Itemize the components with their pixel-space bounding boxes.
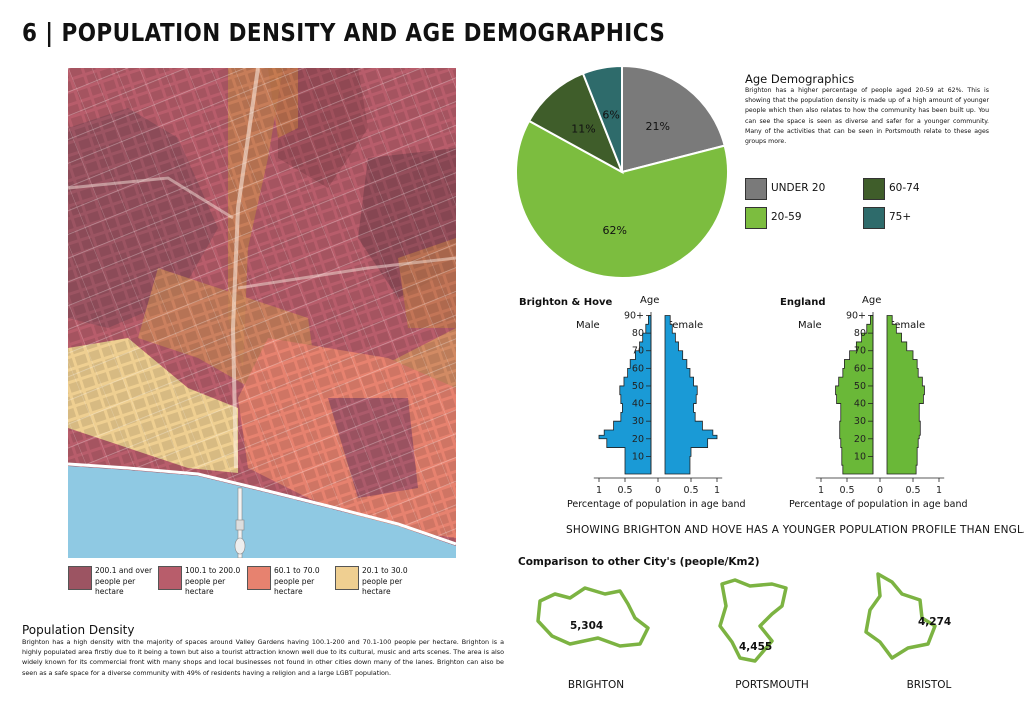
pyramid-female-label-brighton: Female [667, 320, 704, 331]
pyramid-caption: SHOWING BRIGHTON AND HOVE HAS A YOUNGER … [566, 524, 1024, 536]
bristol-outline [864, 572, 937, 660]
city-name-bristol: BRISTOL [906, 679, 952, 691]
pyramid-chart-england: 10 20 30 40 50 60 70 80 90+ 1 0.5 0 0.5 1 [815, 311, 945, 496]
city-value-bristol: 4,274 [918, 616, 952, 628]
brighton-outline [536, 586, 650, 648]
pie-legend-swatch [745, 207, 767, 229]
pie-slice-label: 6% [602, 109, 619, 122]
pyramid-x-tick: 1 [818, 485, 824, 496]
pyramid-age-tick: 70 [632, 346, 644, 357]
pie-slice-20-59 [515, 119, 729, 279]
comparison-title: Comparison to other City's (people/Km2) [518, 556, 760, 568]
pyramid-x-tick: 0.5 [839, 485, 854, 496]
density-map [68, 68, 456, 558]
pie-legend-label: 20-59 [771, 211, 802, 223]
pyramid-male-label-england: Male [798, 320, 822, 331]
pyramid-age-tick: 60 [632, 363, 644, 374]
pyramid-age-tick: 40 [632, 399, 644, 410]
pyramid-age-tick: 80 [854, 328, 866, 339]
legend-swatch [68, 566, 92, 590]
age-demographics-text: Brighton has a higher percentage of peop… [745, 87, 989, 146]
legend-label: 60.1 to 70.0 people per hectare [274, 566, 320, 596]
pyramid-xlabel-england: Percentage of population in age band [789, 499, 968, 510]
age-pie-chart: 21% 62% 11% 6% [515, 64, 729, 279]
city-outlines [536, 572, 937, 663]
pyramid-xlabel-brighton: Percentage of population in age band [567, 499, 746, 510]
population-density-title: Population Density [22, 623, 135, 637]
pyramid-x-tick: 0.5 [617, 485, 632, 496]
pyramid-age-label-brighton: Age [640, 295, 660, 306]
pyramid-age-tick: 90+ [624, 311, 644, 322]
age-demographics-title: Age Demographics [745, 72, 855, 86]
legend-swatch [247, 566, 271, 590]
pyramid-title-brighton: Brighton & Hove [519, 297, 613, 308]
pyramid-age-tick: 90+ [846, 311, 866, 322]
pie-legend-swatch [863, 207, 885, 229]
pie-legend-swatch [745, 178, 767, 200]
pyramid-age-tick: 60 [854, 363, 866, 374]
pie-slice-label: 62% [602, 224, 626, 237]
city-name-portsmouth: PORTSMOUTH [735, 679, 809, 691]
pyramid-female-label-england: Female [889, 320, 926, 331]
pyramid-age-tick: 10 [854, 451, 866, 462]
pie-legend-swatch [863, 178, 885, 200]
pyramid-series-female [886, 315, 925, 475]
pyramid-x-tick: 0.5 [683, 485, 698, 496]
pyramid-x-tick: 1 [596, 485, 602, 496]
legend-label: 100.1 to 200.0 people per hectare [185, 566, 241, 596]
legend-swatch [335, 566, 359, 590]
pyramid-x-tick: 0 [877, 485, 883, 496]
legend-label: 200.1 and over people per hectare [95, 566, 153, 596]
map-legend: 200.1 and over people per hectare 100.1 … [68, 566, 488, 606]
pie-legend-label: 75+ [889, 211, 912, 223]
legend-label: 20.1 to 30.0 people per hectare [362, 566, 408, 596]
portsmouth-outline [718, 578, 788, 663]
pyramid-series-male [598, 315, 652, 475]
pie-slice-75- [581, 64, 623, 173]
pie-slice-under-20 [621, 64, 726, 174]
pyramid-age-tick: 20 [632, 434, 644, 445]
pie-slice-label: 21% [646, 120, 670, 133]
legend-swatch [158, 566, 182, 590]
pie-legend-label: UNDER 20 [771, 182, 826, 194]
pyramid-age-tick: 80 [632, 328, 644, 339]
pyramid-age-tick: 10 [632, 451, 644, 462]
pyramid-age-label-england: Age [862, 295, 882, 306]
pyramid-x-tick: 1 [714, 485, 720, 496]
pie-slice-label: 11% [571, 122, 595, 135]
pyramid-x-tick: 0.5 [905, 485, 920, 496]
pyramid-chart-brighton: 10 20 30 40 50 60 70 80 90+ 1 0.5 0 0.5 1 [593, 311, 723, 496]
pyramid-age-tick: 50 [632, 381, 644, 392]
pyramid-series-female [664, 315, 718, 475]
city-value-portsmouth: 4,455 [739, 641, 773, 653]
city-value-brighton: 5,304 [570, 620, 604, 632]
pyramid-age-tick: 30 [632, 416, 644, 427]
pie-legend-label: 60-74 [889, 182, 920, 194]
pyramid-title-england: England [780, 297, 826, 308]
density-map-image [68, 68, 456, 558]
pyramid-male-label-brighton: Male [576, 320, 600, 331]
pyramid-age-tick: 30 [854, 416, 866, 427]
pyramid-x-tick: 0 [655, 485, 661, 496]
pyramid-age-tick: 40 [854, 399, 866, 410]
pyramid-series-male [835, 315, 874, 475]
page-title: 6 | POPULATION DENSITY AND AGE DEMOGRAPH… [22, 18, 666, 47]
city-name-brighton: BRIGHTON [567, 679, 625, 691]
pie-slice-60-74 [527, 72, 624, 175]
pyramid-age-tick: 20 [854, 434, 866, 445]
pyramid-age-tick: 50 [854, 381, 866, 392]
population-density-text: Brighton has a high density with the maj… [22, 638, 504, 677]
pyramid-x-tick: 1 [936, 485, 942, 496]
pyramid-age-tick: 70 [854, 346, 866, 357]
